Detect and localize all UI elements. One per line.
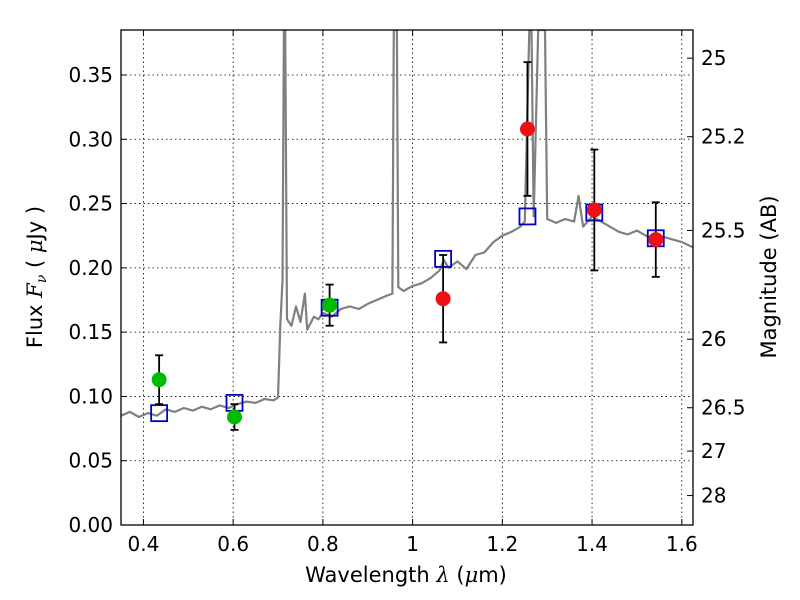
x-tick-label: 0.6 — [217, 532, 249, 556]
y-tick-label: 0.20 — [68, 256, 113, 280]
y2-tick-label: 25.2 — [701, 125, 746, 149]
y-tick-label: 0.25 — [68, 192, 113, 216]
observed-point — [227, 409, 243, 425]
grid — [121, 30, 693, 526]
model-square-marker — [518, 207, 537, 226]
y2-tick-label: 26 — [701, 327, 726, 351]
y2-tick-label: 26.5 — [701, 396, 746, 420]
observed-point — [435, 291, 451, 307]
x-tick-label: 0.4 — [128, 532, 160, 556]
y-tick-label: 0.00 — [68, 513, 113, 537]
x-axis-label: Wavelength λ (μm) — [305, 563, 507, 587]
plot-frame — [120, 29, 694, 526]
observed-point — [648, 232, 664, 248]
y2-tick-label: 25.5 — [701, 218, 746, 242]
y2-axis-label: Magnitude (AB) — [757, 195, 781, 358]
x-tick-label: 1 — [406, 532, 419, 556]
y-tick-label: 0.05 — [68, 449, 113, 473]
plot-area — [121, 30, 693, 525]
x-tick-label: 1.6 — [666, 532, 698, 556]
observed-point — [586, 202, 602, 218]
y-tick-label: 0.30 — [68, 127, 113, 151]
model-square-marker — [150, 404, 169, 423]
observed-point — [151, 372, 167, 388]
marker-layer — [150, 61, 665, 431]
y-tick-label: 0.35 — [68, 63, 113, 87]
y-axis-label: Flux Fν ( μJy ) — [23, 206, 50, 348]
y2-tick-label: 25 — [701, 46, 726, 70]
x-tick-label: 0.8 — [307, 532, 339, 556]
observed-point — [322, 297, 338, 313]
y2-tick-label: 28 — [701, 484, 726, 508]
y2-tick-label: 27 — [701, 439, 726, 463]
y-tick-label: 0.10 — [68, 384, 113, 408]
observed-point — [519, 121, 535, 137]
axis-ticks: 0.4 0.6 0.8 1 1.2 1.4 1.6 0.00 0.05 0.10 0.15 0.20 0… — [68, 30, 746, 556]
y-tick-label: 0.15 — [68, 320, 113, 344]
x-tick-label: 1.2 — [486, 532, 518, 556]
x-tick-label: 1.4 — [576, 532, 608, 556]
